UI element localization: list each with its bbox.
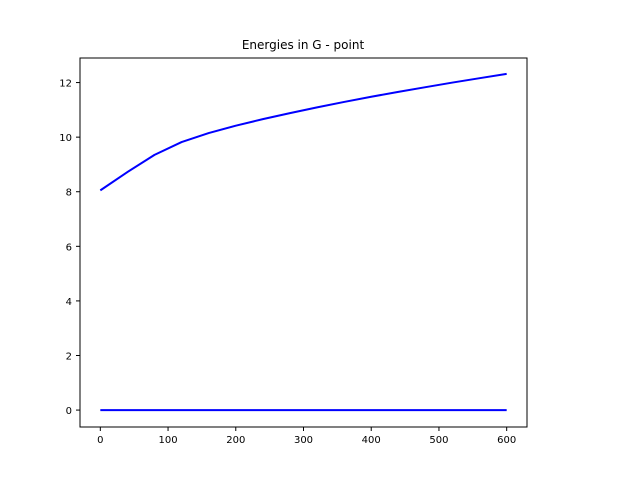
x-tick-label: 200	[226, 435, 245, 446]
y-tick-label: 8	[66, 188, 72, 199]
x-tick-label: 500	[429, 435, 448, 446]
axes-frame	[79, 57, 528, 428]
x-tick-label: 0	[97, 435, 103, 446]
y-tick-label: 10	[59, 133, 72, 144]
x-tick-label: 300	[294, 435, 313, 446]
y-tick-label: 0	[66, 406, 72, 417]
y-tick-label: 4	[66, 297, 72, 308]
y-tick-label: 12	[59, 79, 72, 90]
plot-area	[99, 72, 507, 412]
y-tick-label: 6	[66, 242, 72, 253]
x-tick-label: 600	[497, 435, 516, 446]
y-tick-label: 2	[66, 351, 72, 362]
x-tick-label: 400	[362, 435, 381, 446]
x-tick-label: 100	[158, 435, 177, 446]
y-axis: 0 2 4 6 8 10 12	[59, 79, 80, 417]
chart-title: Energies in G - point	[242, 38, 365, 52]
series-line-1	[99, 72, 507, 192]
x-axis: 0 100 200 300 400 500 600	[97, 427, 516, 446]
